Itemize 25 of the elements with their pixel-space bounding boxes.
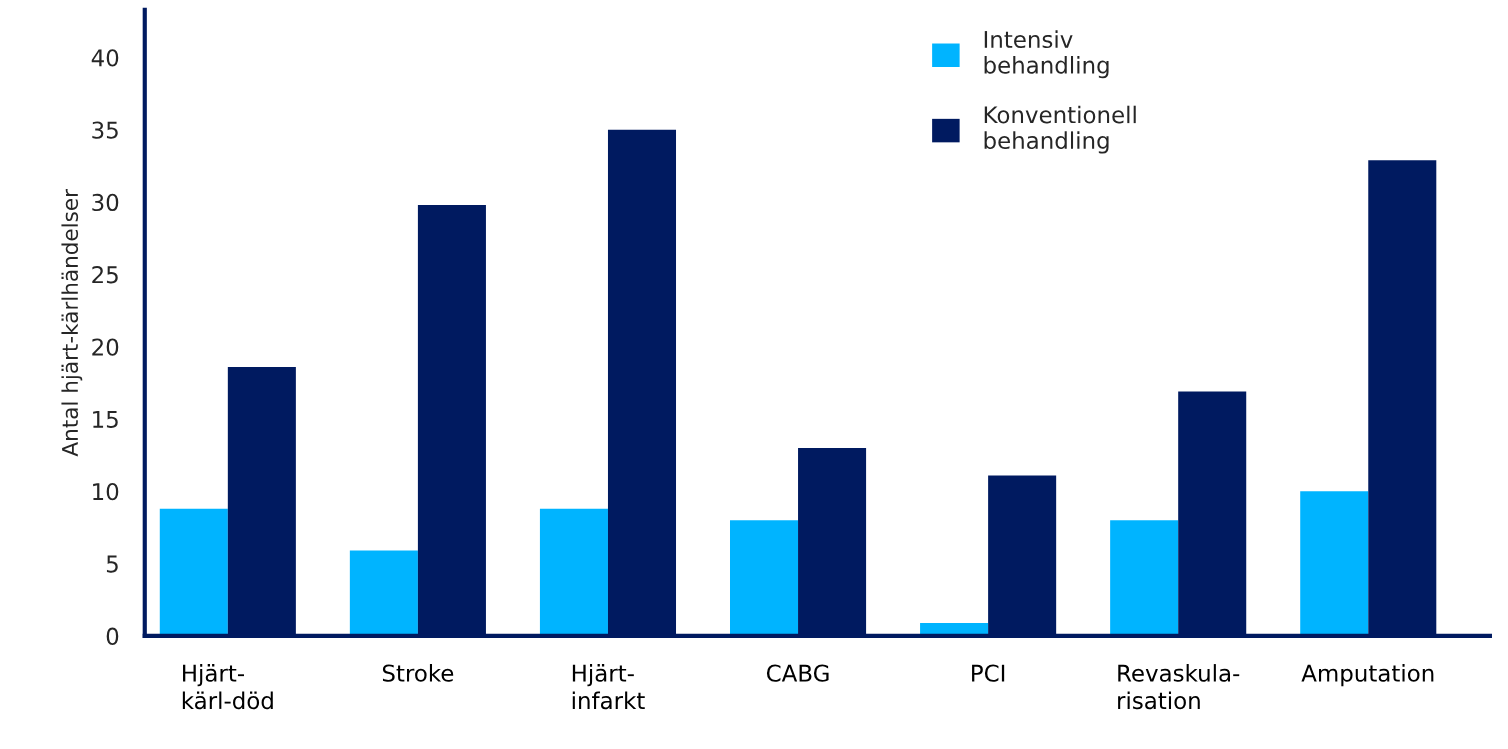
x-tick-label: Hjärt- kärl-död — [182, 664, 273, 710]
y-tick-label: 35 — [92, 121, 118, 139]
bar — [159, 508, 228, 636]
y-tick-label: 10 — [93, 482, 119, 501]
x-tick-label: Hjärt- infarkt — [572, 664, 645, 710]
legend-label: Konventionell behandling — [984, 105, 1136, 154]
y-tick-label: 5 — [106, 555, 118, 573]
bar — [1110, 520, 1179, 636]
y-tick-label: 15 — [93, 410, 118, 429]
y-tick-label: 0 — [106, 627, 119, 645]
legend-label: Intensiv behandling — [984, 30, 1109, 79]
bar — [1300, 491, 1369, 636]
y-tick-label: 30 — [92, 193, 119, 212]
y-tick-label: 40 — [91, 49, 119, 67]
y-tick-label: 20 — [92, 338, 119, 356]
bar — [730, 520, 799, 636]
y-tick-label: 25 — [92, 266, 118, 284]
x-tick-label: PCI — [972, 664, 1005, 682]
x-tick-label: CABG — [766, 664, 829, 682]
bar — [349, 550, 418, 636]
x-tick-label: Amputation — [1301, 664, 1434, 687]
x-tick-label: Revaskula- risation — [1118, 664, 1240, 710]
x-tick-label: Stroke — [382, 664, 454, 682]
bar — [539, 508, 608, 636]
y-axis-title: Antal hjärt-kärlhändelser — [61, 189, 83, 457]
